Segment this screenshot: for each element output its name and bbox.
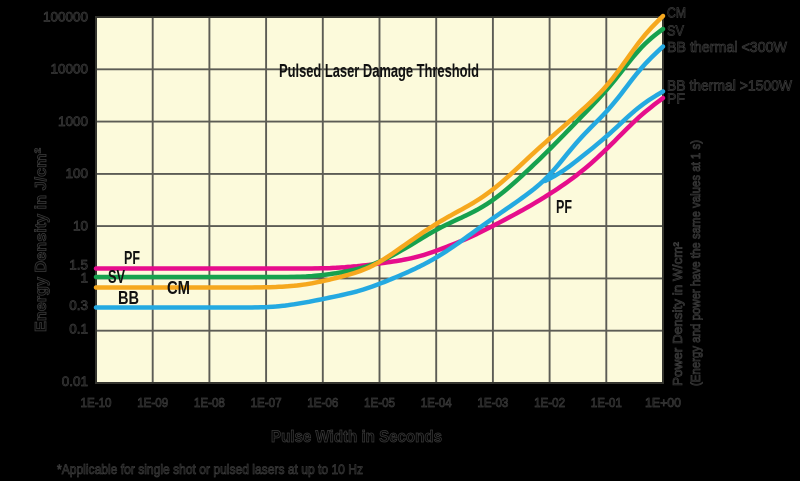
svg-text:1E-08: 1E-08 [194, 395, 225, 410]
svg-text:1E-06: 1E-06 [307, 395, 338, 410]
svg-text:1000: 1000 [58, 114, 88, 129]
svg-text:1E-10: 1E-10 [81, 395, 112, 410]
svg-text:BB thermal >1500W: BB thermal >1500W [667, 78, 793, 95]
svg-text:Pulsed Laser Damage Threshold: Pulsed Laser Damage Threshold [279, 61, 479, 81]
svg-text:SV: SV [667, 23, 684, 40]
svg-text:Energy Density in J/cm²: Energy Density in J/cm² [33, 148, 50, 332]
svg-text:CM: CM [667, 5, 686, 22]
svg-text:PF: PF [667, 91, 685, 108]
svg-text:10000: 10000 [50, 62, 88, 77]
svg-text:1E-04: 1E-04 [421, 395, 452, 410]
svg-text:PF: PF [556, 197, 572, 217]
svg-text:1.5: 1.5 [69, 257, 88, 272]
svg-text:1E-05: 1E-05 [364, 395, 395, 410]
svg-text:1E-02: 1E-02 [534, 395, 565, 410]
svg-text:1E-01: 1E-01 [591, 395, 622, 410]
svg-text:0.1: 0.1 [69, 321, 88, 336]
svg-text:Power Density in W/cm²: Power Density in W/cm² [670, 241, 685, 386]
svg-text:1E-09: 1E-09 [137, 395, 168, 410]
svg-text:1E-07: 1E-07 [251, 395, 282, 410]
svg-text:0.01: 0.01 [62, 374, 88, 389]
svg-text:1: 1 [80, 271, 88, 286]
svg-text:100: 100 [65, 166, 88, 181]
svg-text:10: 10 [73, 218, 88, 233]
svg-text:1E+00: 1E+00 [645, 395, 681, 410]
svg-text:PF: PF [124, 248, 140, 268]
svg-text:100000: 100000 [43, 9, 88, 24]
svg-text:0.3: 0.3 [69, 298, 88, 313]
svg-text:*Applicable for single shot or: *Applicable for single shot or pulsed la… [57, 461, 363, 477]
svg-text:BB: BB [118, 288, 139, 308]
svg-text:Pulse Width in Seconds: Pulse Width in Seconds [271, 427, 442, 446]
svg-text:SV: SV [108, 267, 125, 287]
svg-text:BB thermal <300W: BB thermal <300W [667, 39, 788, 56]
svg-text:(Energy and power have the sam: (Energy and power have the same values a… [688, 140, 703, 386]
svg-text:1E-03: 1E-03 [477, 395, 508, 410]
svg-text:CM: CM [167, 278, 190, 298]
